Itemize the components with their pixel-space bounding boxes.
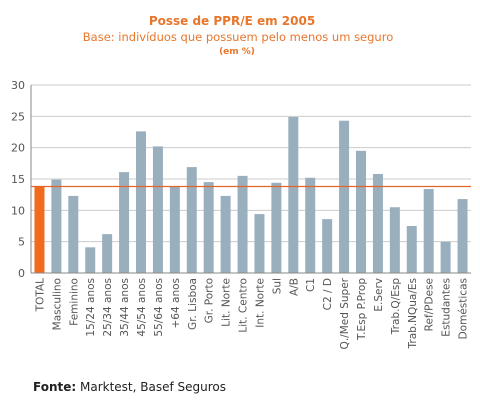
bar-25-34-anos — [102, 234, 113, 273]
x-tick-label: C2 / D — [322, 278, 334, 310]
x-tick-label: Sul — [271, 278, 283, 294]
x-tick-labels: TOTAL Masculino Feminino 15/24 anos 25/34 an… — [34, 277, 469, 349]
x-tick-label: 25/34 anos — [102, 278, 114, 337]
y-tick-label: 5 — [18, 236, 25, 249]
x-tick-label: Trab.Q/Esp — [390, 278, 402, 336]
x-tick-label: Domésticas — [458, 278, 470, 339]
x-tick-label: Feminino — [68, 278, 80, 326]
bar-gr-porto — [203, 182, 214, 273]
x-tick-label: Q./Med Super — [339, 277, 351, 349]
chart-title: Posse de PPR/E em 2005 — [149, 14, 315, 28]
bar-35-44-anos — [119, 172, 130, 273]
x-tick-label: Trab.NQua/Es — [407, 278, 419, 349]
x-tick-label: Lit. Norte — [221, 278, 233, 327]
bar-e-serv — [372, 173, 383, 273]
bar-lit-norte — [220, 195, 231, 273]
source-text: Marktest, Basef Seguros — [76, 380, 226, 394]
bar-45-54-anos — [136, 131, 146, 273]
x-tick-label: Estudantes — [441, 278, 453, 337]
y-tick-label: 30 — [11, 79, 25, 92]
x-tick-label: 45/54 anos — [136, 278, 148, 337]
bar-estudantes — [440, 241, 451, 273]
y-tick-label: 10 — [11, 204, 25, 217]
bar-a-b — [288, 116, 299, 274]
bar-c2-d — [322, 219, 333, 273]
bar-masculino — [51, 179, 62, 273]
bar-55-64-anos — [152, 146, 163, 273]
bar-dom-sticas — [457, 199, 468, 273]
y-tick-label: 0 — [18, 267, 25, 280]
x-tick-label: 55/64 anos — [153, 278, 165, 337]
x-tick-label: C1 — [305, 278, 317, 292]
x-tick-label: Ref/PDese — [424, 278, 436, 331]
x-tick-label: A/B — [288, 278, 300, 296]
y-tick-label: 25 — [11, 110, 25, 123]
x-tick-label: E.Serv — [373, 278, 385, 312]
grid-layer — [31, 84, 471, 243]
x-tick-label: 35/44 anos — [119, 278, 131, 337]
chart-subtitle: Base: indivíduos que possuem pelo menos … — [83, 30, 393, 44]
y-tick-labels: 0 5 10 15 20 25 30 — [11, 79, 25, 280]
bar-feminino — [68, 195, 79, 273]
x-tick-label: Gr. Lisboa — [187, 278, 199, 330]
x-tick-label: Int. Norte — [254, 278, 266, 328]
x-tick-label: T.Esp P.Prop — [356, 278, 368, 341]
bar-t-esp-p-prop — [356, 150, 366, 273]
bar-trab-nqua-es — [406, 226, 417, 273]
bar-q-med-super — [339, 120, 350, 273]
bar-ref-pdese — [423, 189, 434, 273]
y-tick-label: 20 — [11, 142, 25, 155]
x-tick-label: Lit. Centro — [238, 278, 250, 333]
axis-layer — [30, 85, 471, 274]
x-tick-label: Masculino — [51, 278, 63, 330]
source-label: Fonte: — [33, 380, 76, 394]
bar-gr-lisboa — [186, 167, 197, 273]
bar-total — [34, 186, 45, 273]
x-tick-label: Gr. Porto — [204, 278, 216, 323]
y-tick-label: 15 — [11, 173, 25, 186]
bar-sul — [271, 182, 282, 273]
bar-lit-centro — [237, 175, 248, 273]
bar-int-norte — [254, 214, 265, 273]
x-tick-label: +64 anos — [170, 278, 182, 328]
x-tick-label: TOTAL — [34, 278, 46, 312]
bars-layer — [34, 116, 468, 274]
bar-15-24-anos — [85, 247, 96, 273]
bar-trab-q-esp — [389, 207, 400, 273]
x-tick-label: 15/24 anos — [85, 278, 97, 337]
chart-unit: (em %) — [219, 47, 255, 57]
bar-64-anos — [169, 186, 180, 273]
bar-c1 — [305, 177, 316, 273]
source-note: Fonte: Marktest, Basef Seguros — [33, 380, 226, 394]
